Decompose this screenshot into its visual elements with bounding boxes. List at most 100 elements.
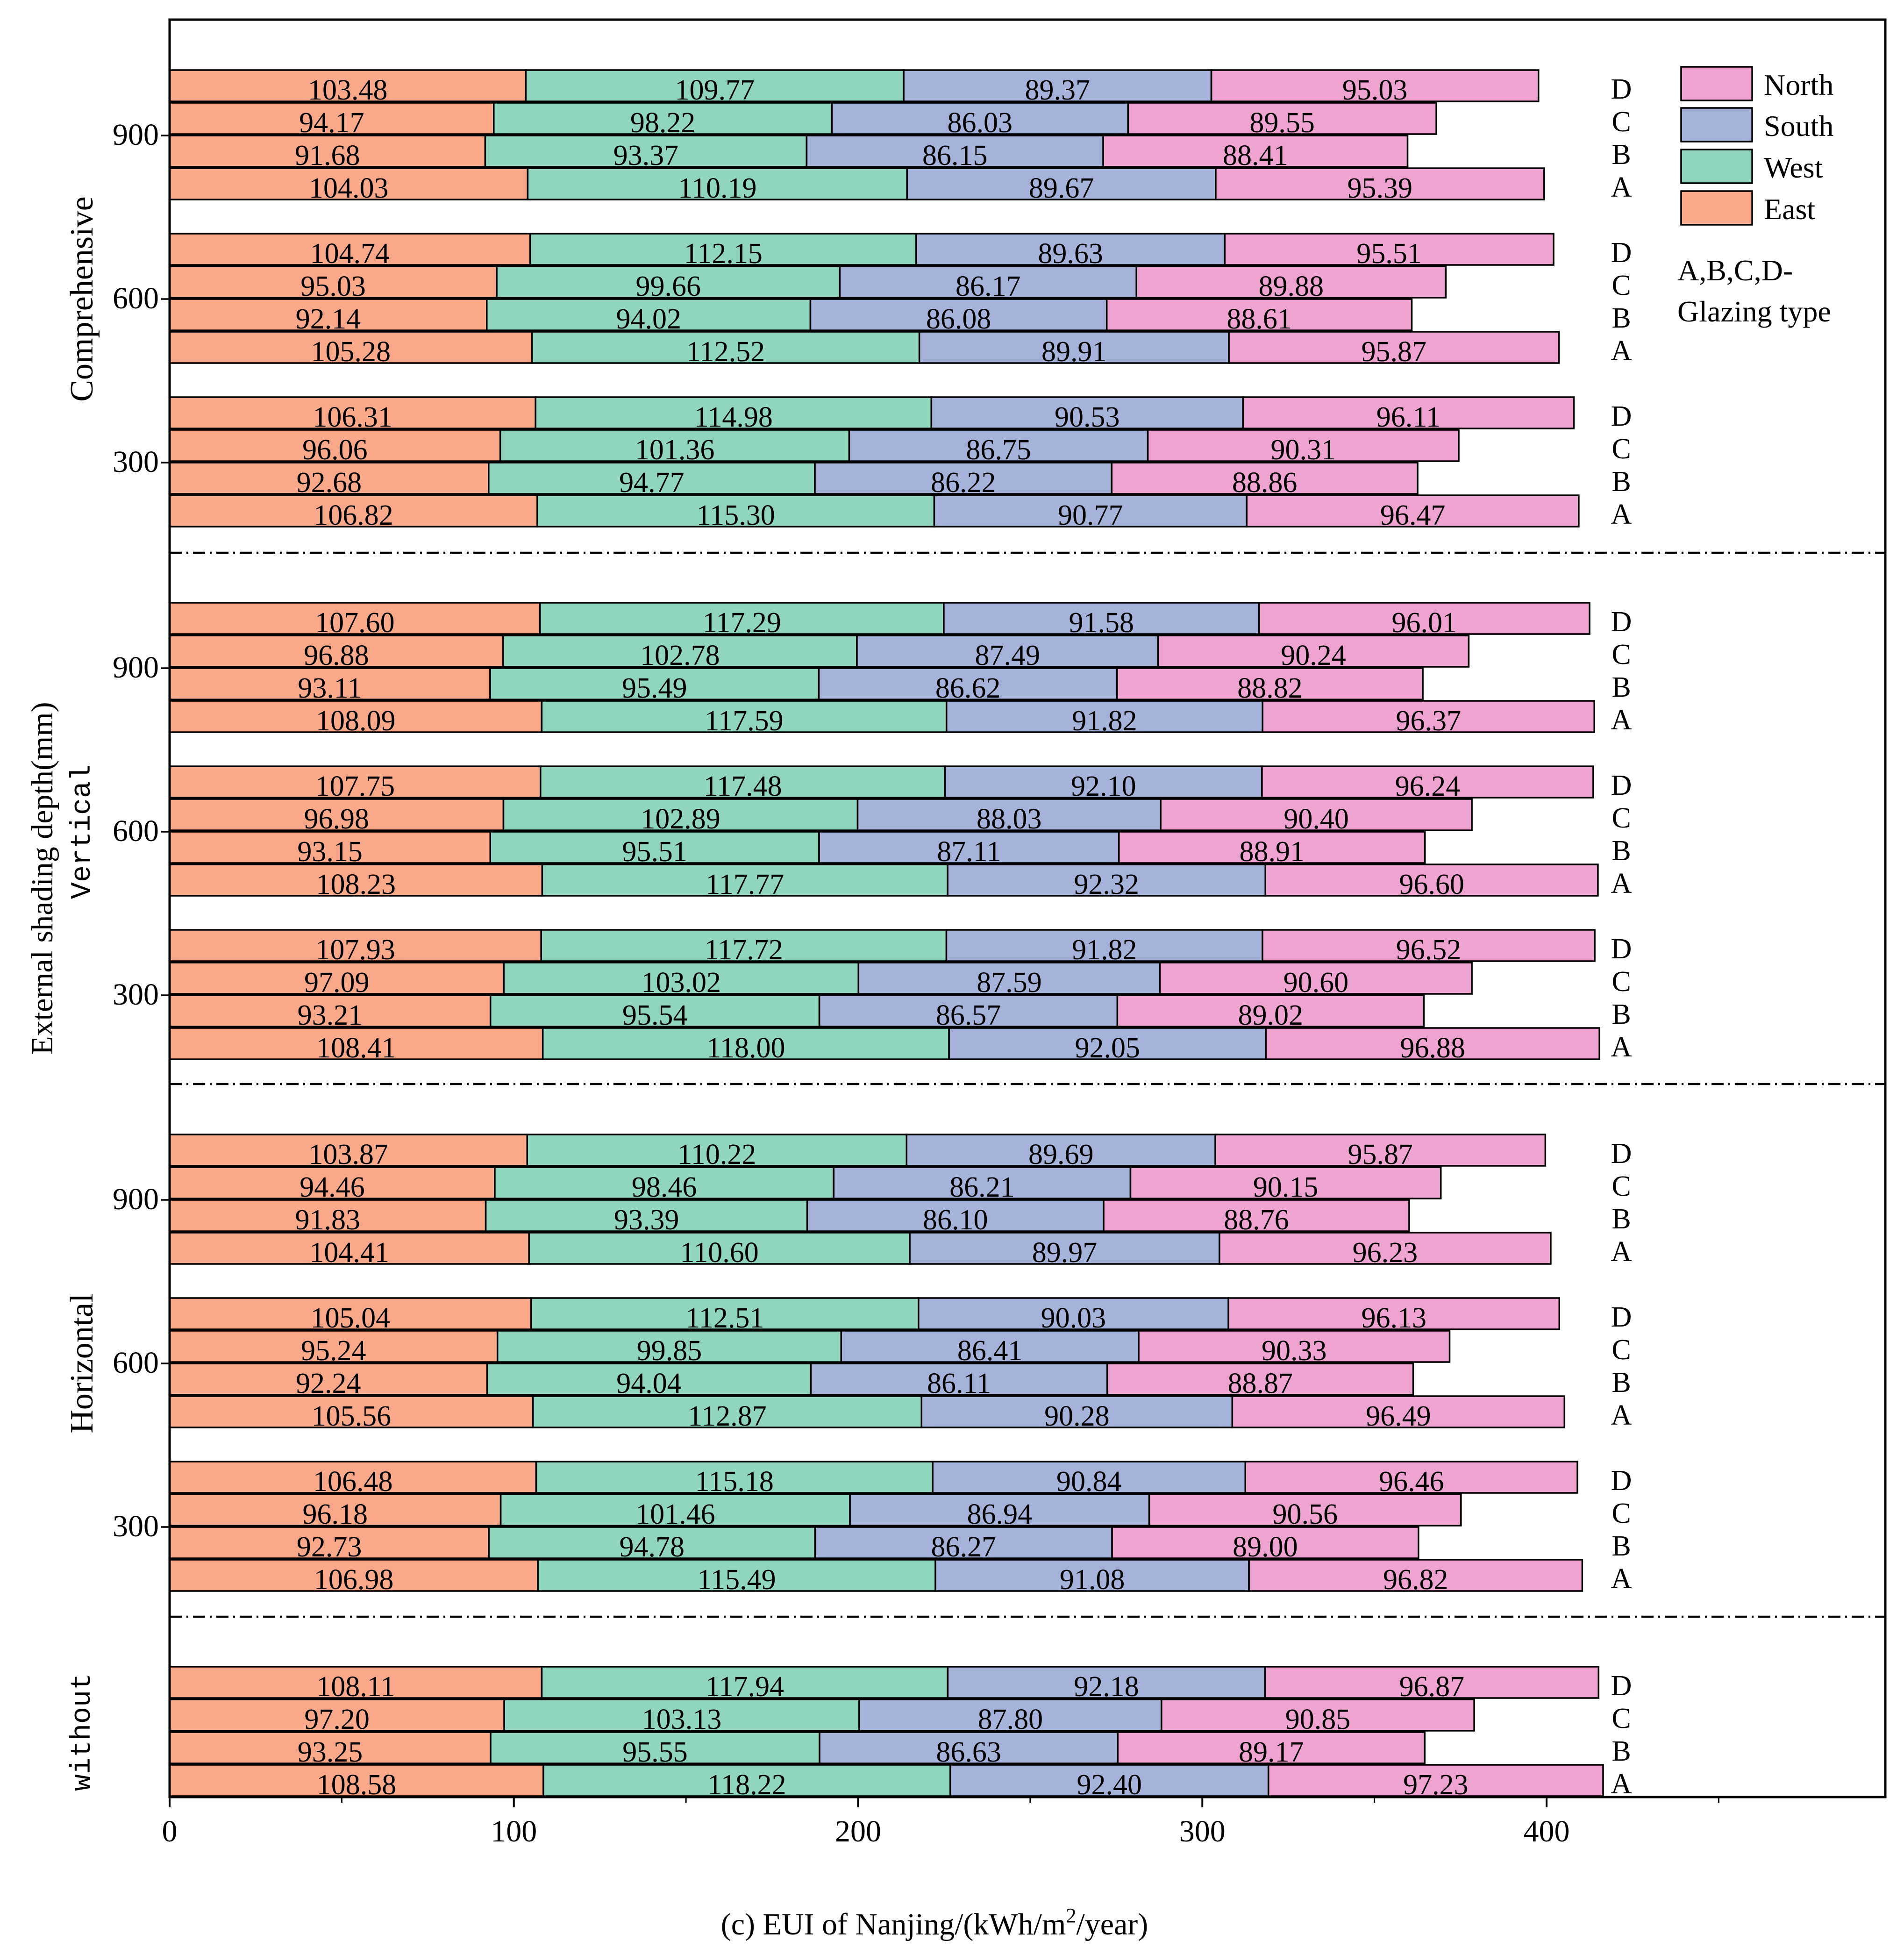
bar-value-label: 89.55 bbox=[1249, 107, 1315, 139]
bar-segment-north bbox=[1147, 429, 1460, 462]
glazing-type-label: A bbox=[1611, 499, 1632, 530]
bar-value-label: 90.53 bbox=[1055, 401, 1120, 433]
bar-value-label: 102.78 bbox=[640, 640, 720, 671]
glazing-type-label: B bbox=[1612, 139, 1631, 171]
bar-value-label: 87.11 bbox=[937, 836, 1001, 868]
bar-value-label: 86.21 bbox=[949, 1171, 1015, 1203]
axes-layer: 900 600 300 Comprehensive 900 600 300 Vertical 9… bbox=[64, 18, 1887, 1848]
bar-segment-north bbox=[1231, 1395, 1566, 1428]
glazing-type-label: D bbox=[1611, 770, 1632, 801]
bar-value-label: 95.55 bbox=[622, 1736, 688, 1768]
glazing-type-label: C bbox=[1612, 966, 1631, 998]
bar-value-label: 103.13 bbox=[642, 1704, 722, 1735]
bar-segment-north bbox=[1129, 1166, 1442, 1199]
bar-segment-north bbox=[1210, 69, 1540, 102]
section-label: Horizontal bbox=[64, 1293, 100, 1433]
bar-segment-south bbox=[814, 1526, 1113, 1559]
glazing-type-label: A bbox=[1611, 1563, 1632, 1595]
bar-value-label: 96.60 bbox=[1399, 869, 1464, 900]
bar-segment-west bbox=[539, 602, 945, 635]
bar-value-label: 95.54 bbox=[622, 999, 688, 1031]
bar-value-label: 104.74 bbox=[310, 238, 390, 270]
glazing-type-label: C bbox=[1612, 639, 1631, 671]
bar-value-label: 105.56 bbox=[312, 1400, 392, 1432]
bar-value-label: 93.11 bbox=[298, 672, 362, 704]
bar-segment-south bbox=[831, 102, 1129, 135]
bar-segment-west bbox=[488, 462, 816, 495]
bar-value-label: 86.17 bbox=[956, 271, 1021, 302]
bar-value-label: 101.46 bbox=[635, 1498, 715, 1530]
glazing-type-label: C bbox=[1612, 802, 1631, 834]
bar-segment-south bbox=[833, 1166, 1132, 1199]
bar-segment-west bbox=[488, 1526, 816, 1559]
bar-value-label: 97.23 bbox=[1403, 1769, 1469, 1801]
section-label: Vertical bbox=[67, 764, 99, 899]
bar-value-label: 96.24 bbox=[1395, 771, 1461, 802]
bar-segment-south bbox=[857, 962, 1161, 995]
bar-value-label: 95.87 bbox=[1348, 1139, 1413, 1170]
bar-value-label: 90.03 bbox=[1041, 1302, 1106, 1334]
bar-segment-west bbox=[494, 1166, 835, 1199]
depth-tick-label: 300 bbox=[113, 445, 159, 479]
bar-segment-west bbox=[502, 635, 858, 668]
bar-segment-north bbox=[1159, 962, 1473, 995]
bar-segment-south bbox=[918, 1297, 1229, 1330]
bar-value-label: 95.39 bbox=[1348, 172, 1413, 204]
glazing-type-label: C bbox=[1612, 1334, 1631, 1366]
x-tick-label: 400 bbox=[1524, 1814, 1570, 1848]
bar-segment-north bbox=[1161, 1698, 1475, 1732]
bar-segment-west bbox=[502, 798, 859, 831]
glazing-type-label: A bbox=[1611, 1768, 1632, 1800]
bar-value-label: 88.61 bbox=[1227, 303, 1292, 335]
glazing-type-label: B bbox=[1612, 1203, 1631, 1235]
bar-segment-south bbox=[858, 1698, 1162, 1732]
bar-segment-south bbox=[810, 1363, 1108, 1396]
bar-value-label: 94.17 bbox=[299, 107, 364, 139]
bar-segment-east bbox=[169, 700, 543, 733]
bar-value-label: 99.66 bbox=[636, 271, 701, 302]
bar-segment-south bbox=[930, 396, 1244, 429]
glazing-type-label: B bbox=[1612, 466, 1631, 498]
bar-value-label: 89.69 bbox=[1028, 1139, 1094, 1170]
bar-value-label: 112.51 bbox=[685, 1302, 764, 1334]
bar-segment-west bbox=[541, 1666, 949, 1699]
bar-segment-east bbox=[169, 462, 490, 495]
bar-value-label: 91.68 bbox=[295, 140, 360, 171]
glazing-type-label: D bbox=[1611, 237, 1632, 269]
bar-value-label: 112.87 bbox=[688, 1400, 766, 1432]
depth-tick-label: 600 bbox=[113, 1346, 159, 1380]
bar-value-label: 89.02 bbox=[1238, 999, 1304, 1031]
bar-value-label: 86.10 bbox=[923, 1204, 988, 1236]
bar-segment-north bbox=[1105, 298, 1413, 331]
bar-value-label: 103.87 bbox=[308, 1139, 388, 1170]
bar-value-label: 88.76 bbox=[1224, 1204, 1289, 1236]
bar-segment-north bbox=[1102, 135, 1409, 168]
bar-value-label: 96.18 bbox=[303, 1498, 368, 1530]
bar-value-label: 115.18 bbox=[695, 1466, 774, 1498]
glazing-type-label: B bbox=[1612, 999, 1631, 1030]
bar-segment-east bbox=[169, 1232, 530, 1265]
bar-segment-north bbox=[1242, 396, 1575, 429]
bar-value-label: 106.31 bbox=[313, 401, 392, 433]
bar-value-label: 88.86 bbox=[1232, 467, 1298, 499]
bar-value-label: 96.01 bbox=[1392, 607, 1457, 639]
bar-segment-north bbox=[1264, 863, 1599, 897]
glazing-type-label: B bbox=[1612, 671, 1631, 703]
bar-value-label: 86.03 bbox=[948, 107, 1013, 139]
glazing-type-label: B bbox=[1612, 1367, 1631, 1398]
bar-value-label: 91.82 bbox=[1072, 705, 1137, 737]
bar-segment-west bbox=[484, 135, 808, 168]
bar-segment-west bbox=[493, 102, 833, 135]
bar-value-label: 86.57 bbox=[936, 999, 1001, 1031]
legend-swatch-east bbox=[1680, 190, 1753, 226]
bar-value-label: 108.23 bbox=[316, 869, 396, 900]
bar-segment-south bbox=[839, 265, 1138, 299]
bar-value-label: 117.48 bbox=[703, 771, 782, 802]
bar-segment-west bbox=[535, 396, 933, 429]
bar-segment-south bbox=[818, 994, 1119, 1027]
bar-value-label: 88.87 bbox=[1227, 1368, 1293, 1399]
bar-segment-east bbox=[169, 429, 501, 462]
bar-value-label: 92.68 bbox=[297, 467, 362, 499]
bar-segment-north bbox=[1261, 765, 1594, 799]
bar-value-label: 92.32 bbox=[1074, 869, 1139, 900]
